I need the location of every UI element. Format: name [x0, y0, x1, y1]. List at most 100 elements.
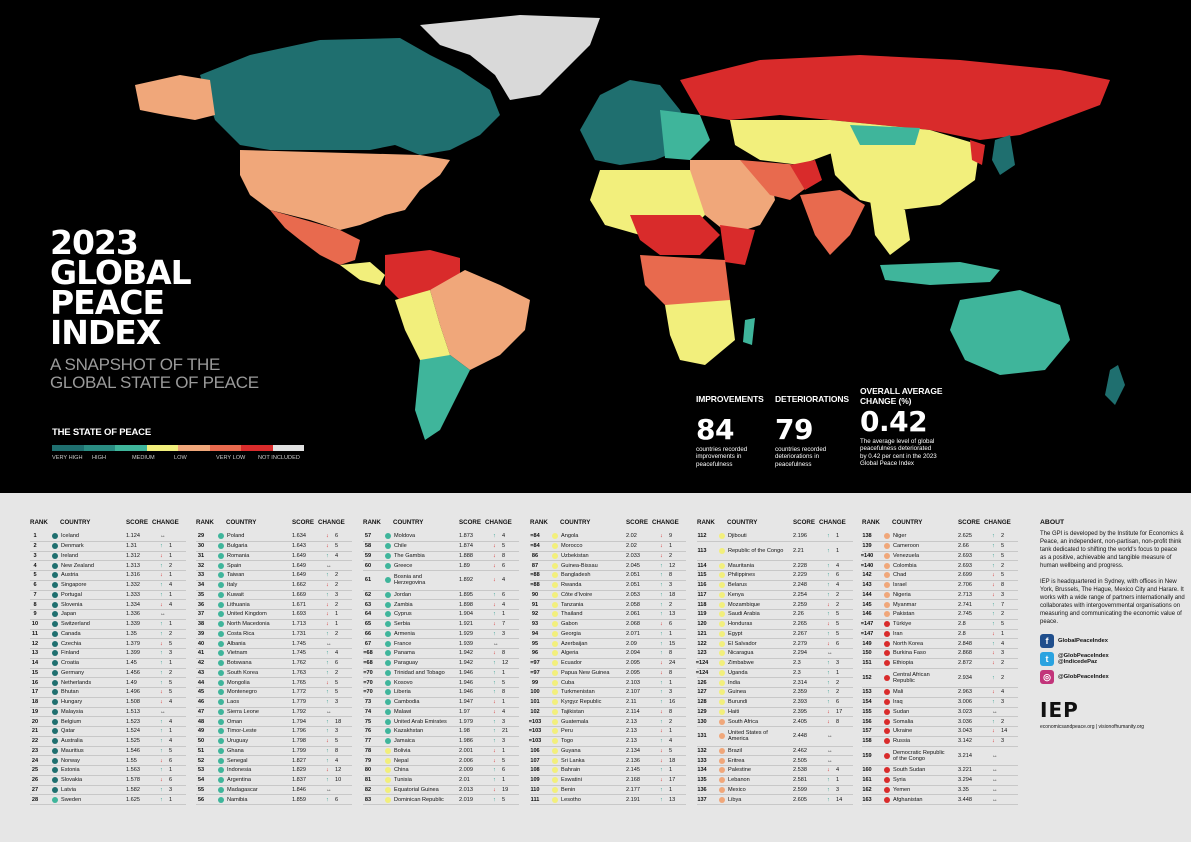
rank-cell: 114	[697, 562, 707, 569]
rank-cell: 82	[364, 786, 372, 793]
peace-level-dot	[52, 533, 58, 540]
table-row: 21 Qatar 1.524 ↑ 1	[30, 727, 186, 737]
score-cell: 1.339	[126, 621, 140, 628]
change-cell: 5	[669, 747, 673, 754]
rank-cell: 30	[197, 543, 205, 550]
change-cell: 1	[169, 660, 173, 667]
table-row: =84 Angola 2.02 ↓ 9	[530, 532, 686, 542]
facebook-link[interactable]: f GlobalPeaceIndex	[1040, 634, 1185, 648]
score-cell: 3.142	[958, 738, 972, 745]
score-cell: 1.546	[126, 747, 140, 754]
region-europe	[580, 80, 690, 165]
arrow-down-icon: ↓	[493, 562, 496, 569]
score-cell: 2.11	[626, 699, 637, 706]
country-cell: Laos	[227, 699, 240, 706]
score-cell: 1.799	[292, 747, 306, 754]
change-cell: 4	[836, 767, 840, 774]
country-cell: Nigeria	[893, 591, 911, 598]
rank-cell: 7	[33, 591, 37, 598]
score-cell: 2.248	[793, 582, 807, 589]
instagram-link[interactable]: ◎ @GlobPeaceIndex	[1040, 670, 1185, 684]
rank-cell: 5	[33, 572, 37, 579]
country-cell: Türkiye	[893, 621, 912, 628]
country-cell: Switzerland	[61, 621, 90, 628]
change-cell: 2	[1001, 660, 1005, 667]
country-cell: South Korea	[227, 669, 259, 676]
peace-level-dot	[385, 601, 391, 608]
arrow-down-icon: ↓	[493, 552, 496, 559]
twitter-icon: t	[1040, 652, 1054, 666]
country-cell: Palestine	[728, 767, 752, 774]
country-cell: Costa Rica	[227, 630, 255, 637]
change-cell: 6	[335, 796, 339, 803]
country-cell: Lesotho	[561, 796, 581, 803]
table-row: 61 Bosnia and Herzegovina 1.892 ↓ 4	[363, 571, 519, 591]
rank-cell: 78	[364, 747, 372, 754]
arrow-up-icon: ↑	[827, 591, 830, 598]
rank-cell: 102	[530, 708, 540, 715]
country-cell: Iraq	[893, 699, 903, 706]
rank-cell: 51	[197, 747, 205, 754]
change-cell: 3	[836, 786, 840, 793]
peace-level-dot	[719, 679, 725, 686]
rank-cell: =70	[363, 669, 373, 676]
score-cell: 2.006	[459, 757, 473, 764]
header-country: COUNTRY	[892, 519, 923, 526]
country-cell: Namibia	[227, 796, 248, 803]
arrow-up-icon: ↑	[493, 728, 496, 735]
peace-level-dot	[884, 674, 890, 681]
header-change: CHANGE	[152, 519, 179, 526]
table-row: 107 Sri Lanka 2.136 ↓ 18	[530, 756, 686, 766]
arrow-up-icon: ↑	[827, 533, 830, 540]
header-rank: RANK	[196, 519, 214, 526]
score-cell: 2.191	[626, 796, 640, 803]
peace-level-dot	[52, 718, 58, 725]
rank-cell: 65	[364, 621, 372, 628]
table-row: 63 Zambia 1.898 ↓ 4	[363, 600, 519, 610]
rank-cell: 160	[862, 767, 872, 774]
arrow-up-icon: ↑	[660, 786, 663, 793]
no-change-icon: ↔	[827, 733, 833, 740]
country-cell: Mozambique	[728, 601, 761, 608]
twitter-link[interactable]: t @GlobPeaceIndex @IndicedePaz	[1040, 652, 1185, 666]
rank-cell: 137	[697, 796, 707, 803]
score-cell: 2.21	[793, 547, 804, 554]
no-change-icon: ↔	[827, 757, 833, 764]
arrow-up-icon: ↑	[660, 679, 663, 686]
peace-level-dot	[884, 738, 890, 745]
rank-cell: 144	[862, 591, 872, 598]
peace-level-dot	[52, 679, 58, 686]
footer-links[interactable]: economicsandpeace.org | visionofhumanity…	[1040, 724, 1145, 730]
table-row: 114 Mauritania 2.228 ↑ 4	[697, 561, 853, 571]
arrow-down-icon: ↓	[660, 660, 663, 667]
score-cell: 1.649	[292, 552, 306, 559]
table-row: 3 Ireland 1.312 ↓ 1	[30, 552, 186, 562]
rank-cell: 143	[862, 582, 872, 589]
change-cell: 5	[335, 738, 339, 745]
rank-cell: =88	[530, 582, 540, 589]
table-row: 152 Central African Republic 2.934 ↑ 2	[862, 669, 1018, 688]
country-cell: Kazakhstan	[394, 728, 424, 735]
change-cell: 1	[502, 699, 506, 706]
score-cell: 2.13	[626, 728, 637, 735]
rank-cell: 91	[531, 601, 539, 608]
arrow-up-icon: ↑	[326, 669, 329, 676]
score-cell: 2.033	[626, 552, 640, 559]
country-cell: Moldova	[394, 533, 416, 540]
score-cell: 1.49	[126, 679, 137, 686]
peace-level-dot	[719, 630, 725, 637]
arrow-up-icon: ↑	[493, 669, 496, 676]
region-sahel	[630, 215, 720, 255]
peace-level-dot	[552, 640, 558, 647]
peace-level-dot	[552, 650, 558, 657]
score-cell: 2.254	[793, 591, 807, 598]
score-cell: 1.946	[459, 679, 473, 686]
rank-cell: 96	[531, 650, 539, 657]
arrow-down-icon: ↓	[827, 621, 830, 628]
country-cell: Guinea-Bissau	[561, 562, 598, 569]
score-cell: 2.448	[793, 733, 807, 740]
change-cell: 5	[1001, 621, 1005, 628]
score-cell: 2.094	[626, 650, 640, 657]
rank-cell: 159	[862, 752, 872, 759]
arrow-up-icon: ↑	[160, 621, 163, 628]
